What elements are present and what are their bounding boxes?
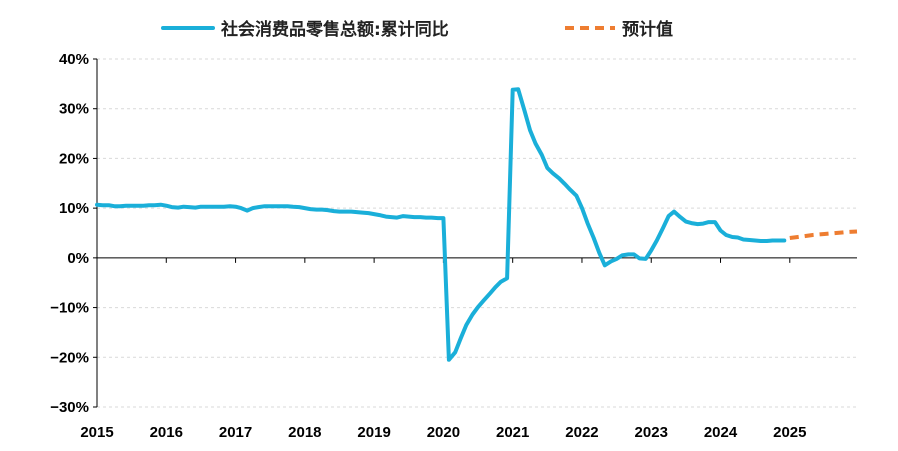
x-tick-label: 2018 [288, 424, 321, 441]
y-tick-label: −10% [50, 300, 89, 317]
x-tick-label: 2022 [565, 424, 598, 441]
x-tick-label: 2015 [80, 424, 113, 441]
y-tick-label: 0% [67, 250, 89, 267]
y-tick-label: −30% [50, 399, 89, 416]
y-tick-label: 30% [59, 101, 89, 118]
y-tick-label: 40% [59, 51, 89, 68]
axes [93, 58, 857, 408]
legend-actual-label: 社会消费品零售总额:累计同比 [220, 19, 449, 40]
x-tick-label: 2017 [219, 424, 252, 441]
x-tick-label: 2025 [773, 424, 806, 441]
x-tick-label: 2020 [427, 424, 460, 441]
x-tick-labels: 2015 2016 2017 2018 2019 2020 2021 2022 2023 2024… [80, 424, 806, 441]
x-tick-label: 2021 [496, 424, 529, 441]
grid [97, 58, 857, 408]
y-tick-label: 10% [59, 200, 89, 217]
y-tick-label: −20% [50, 349, 89, 366]
x-tick-label: 2024 [704, 424, 738, 441]
series-layer [95, 87, 858, 362]
legend: 社会消费品零售总额:累计同比 预计值 [161, 19, 673, 40]
y-tick-labels: 40% 30% 20% 10% 0% −10% −20% −30% [50, 51, 89, 416]
x-tick-label: 2019 [357, 424, 390, 441]
forecast-series-line [789, 229, 858, 240]
y-tick-label: 20% [59, 150, 89, 167]
actual-series-line [95, 87, 787, 362]
x-tick-label: 2016 [150, 424, 183, 441]
x-tick-label: 2023 [635, 424, 668, 441]
legend-forecast-label: 预计值 [622, 19, 673, 40]
